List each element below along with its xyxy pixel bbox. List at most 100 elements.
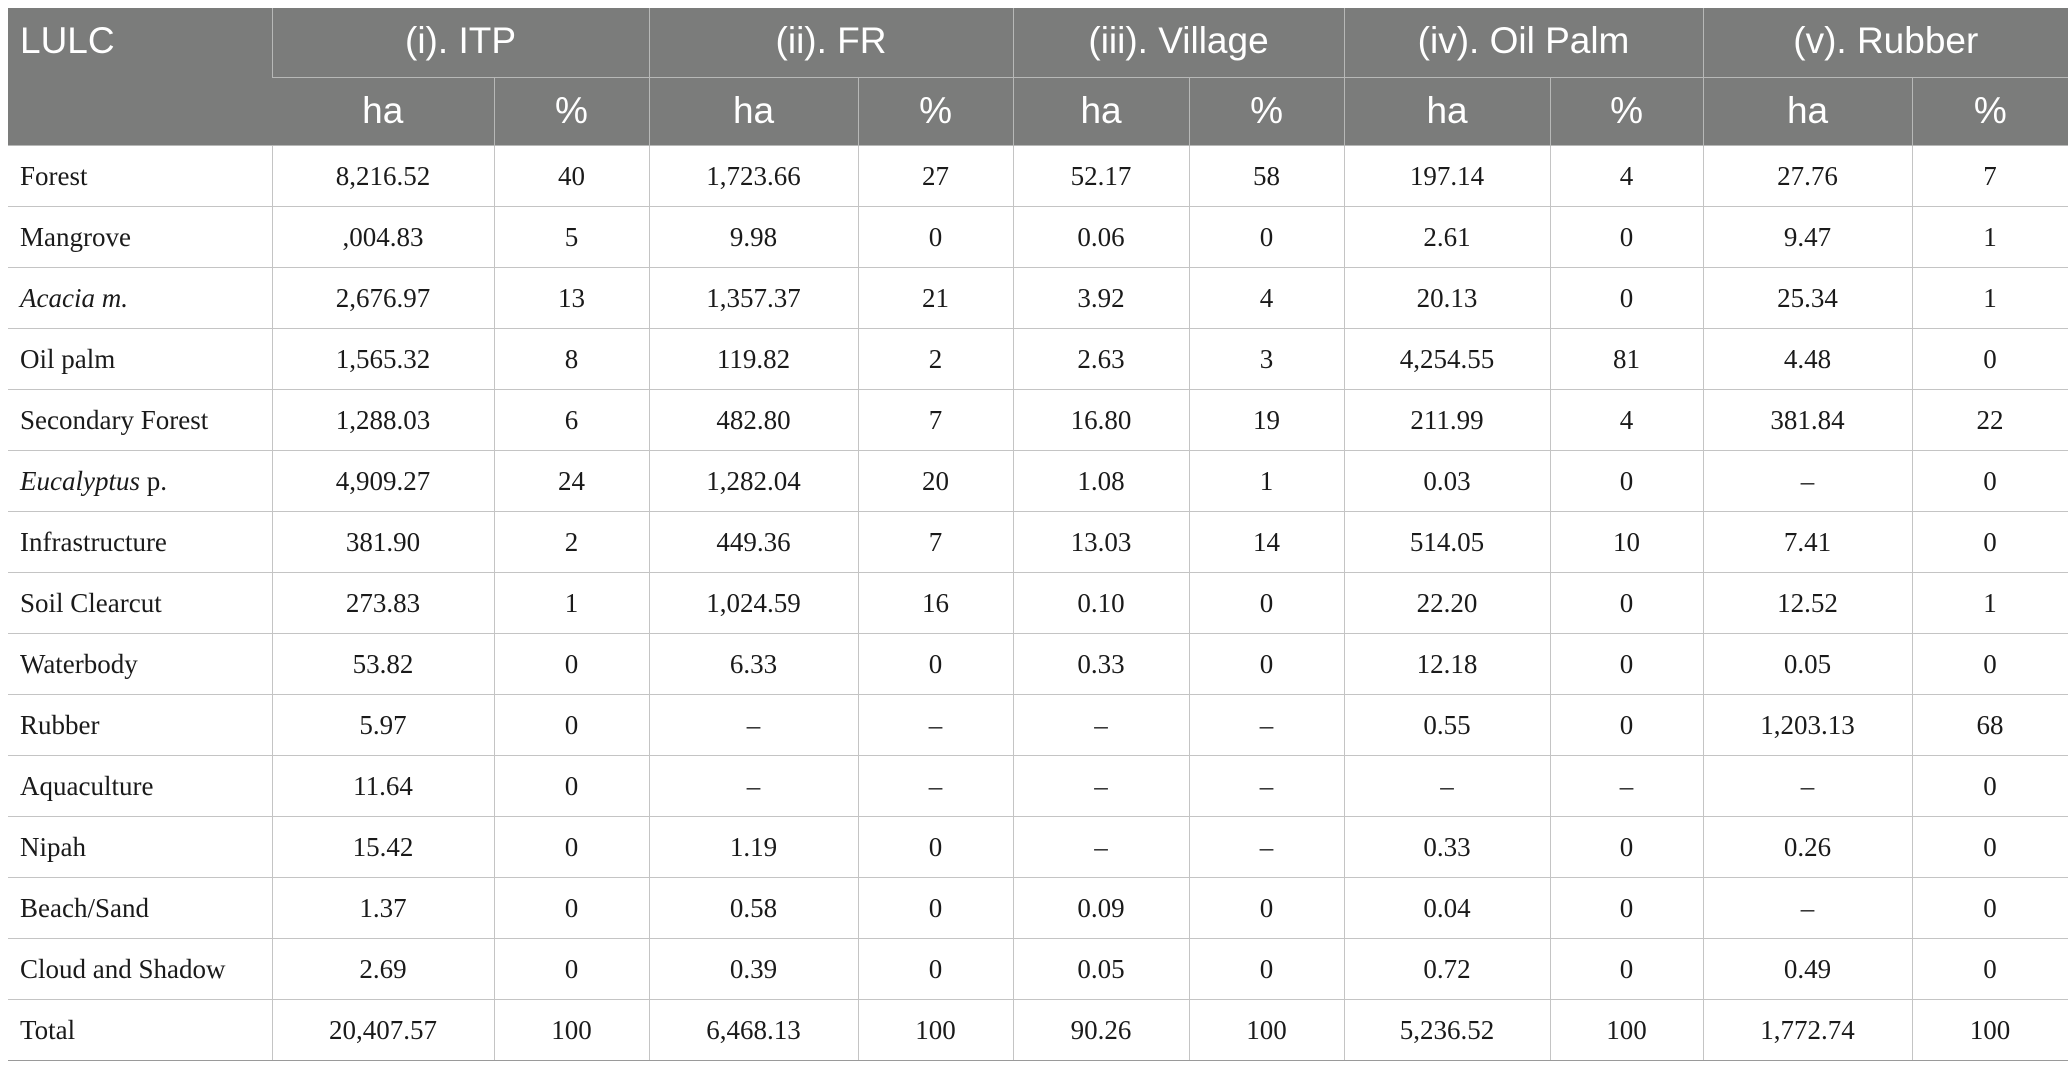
row-label: Total	[8, 999, 272, 1061]
row-label: Beach/Sand	[8, 877, 272, 939]
cell-ha: 1,565.32	[271, 328, 494, 390]
table-row: Total 20,407.57 100 6,468.13 100 90.26 100 5,23…	[8, 999, 2068, 1061]
cell-percent: 1	[1911, 267, 2068, 329]
cell-ha: 9.47	[1702, 206, 1913, 268]
row-label: Nipah	[8, 816, 272, 878]
cell-percent: 0	[1911, 450, 2068, 512]
cell-ha: –	[1012, 694, 1190, 756]
cell-percent: 19	[1188, 389, 1345, 451]
cell-ha: 1,288.03	[271, 389, 494, 451]
row-label: Waterbody	[8, 633, 272, 695]
group-header-row: LULC (i). ITP (ii). FR (iii). Village (i…	[8, 8, 2068, 146]
table-body: Forest 8,216.52 40 1,723.66 27 52.17 58 197.14 4…	[8, 145, 2068, 1061]
lulc-area-table: LULC (i). ITP (ii). FR (iii). Village (i…	[8, 8, 2068, 1061]
cell-ha: 90.26	[1012, 999, 1190, 1061]
cell-percent: 7	[857, 389, 1014, 451]
cell-percent: 0	[493, 816, 650, 878]
table-row: Rubber 5.97 0– – – –0.55 0 1,203.13 68	[8, 694, 2068, 756]
unit-header-row: ha % ha % ha % ha % ha %	[8, 77, 2068, 146]
unit-header-percent: %	[1911, 77, 2068, 146]
cell-ha: 27.76	[1702, 145, 1913, 207]
cell-ha: 7.41	[1702, 511, 1913, 573]
cell-percent: 0	[1549, 816, 1704, 878]
unit-header-ha: ha	[1012, 77, 1190, 146]
cell-ha: 0.10	[1012, 572, 1190, 634]
cell-percent: 0	[1188, 206, 1345, 268]
cell-ha: 514.05	[1343, 511, 1551, 573]
cell-percent: 2	[857, 328, 1014, 390]
table-row: Beach/Sand 1.37 0 0.58 0 0.09 0 0.04 0–0	[8, 877, 2068, 939]
cell-percent: 0	[1911, 328, 2068, 390]
cell-ha: 20.13	[1343, 267, 1551, 329]
cell-percent: 0	[1188, 877, 1345, 939]
cell-ha: –	[1702, 755, 1913, 817]
cell-ha: 12.18	[1343, 633, 1551, 695]
cell-percent: 0	[857, 206, 1014, 268]
cell-ha: 0.04	[1343, 877, 1551, 939]
cell-ha: 4,254.55	[1343, 328, 1551, 390]
cell-ha: 52.17	[1012, 145, 1190, 207]
cell-percent: 22	[1911, 389, 2068, 451]
row-label: Infrastructure	[8, 511, 272, 573]
cell-percent: 1	[1188, 450, 1345, 512]
table-row: Oil palm 1,565.32 8 119.82 2 2.63 3 4,254.55 81 4…	[8, 328, 2068, 390]
cell-ha: 2.69	[271, 938, 494, 1000]
cell-ha: 0.49	[1702, 938, 1913, 1000]
cell-percent: 14	[1188, 511, 1345, 573]
cell-ha: 1,282.04	[648, 450, 859, 512]
cell-percent: 0	[1549, 938, 1704, 1000]
cell-percent: –	[857, 755, 1014, 817]
cell-ha: 53.82	[271, 633, 494, 695]
cell-ha: 22.20	[1343, 572, 1551, 634]
cell-ha: 482.80	[648, 389, 859, 451]
cell-ha: 1.37	[271, 877, 494, 939]
cell-ha: 1.19	[648, 816, 859, 878]
row-label: Aquaculture	[8, 755, 272, 817]
cell-percent: –	[857, 694, 1014, 756]
cell-percent: 2	[493, 511, 650, 573]
cell-percent: –	[1549, 755, 1704, 817]
group-header-oil-palm: (iv). Oil Palm	[1343, 8, 1704, 78]
cell-percent: 4	[1188, 267, 1345, 329]
cell-ha: –	[1343, 755, 1551, 817]
cell-percent: 0	[493, 633, 650, 695]
group-header-itp: (i). ITP	[271, 8, 650, 78]
cell-percent: 0	[1549, 206, 1704, 268]
cell-ha: 4,909.27	[271, 450, 494, 512]
cell-percent: 6	[493, 389, 650, 451]
cell-percent: 7	[1911, 145, 2068, 207]
cell-ha: 8,216.52	[271, 145, 494, 207]
cell-percent: 16	[857, 572, 1014, 634]
row-label-rest: p.	[139, 465, 167, 496]
cell-percent: 7	[857, 511, 1014, 573]
unit-header-percent: %	[1188, 77, 1345, 146]
cell-percent: 0	[857, 877, 1014, 939]
cell-percent: 0	[493, 938, 650, 1000]
table-row: Aquaculture 11.64 0– – – – – – –0	[8, 755, 2068, 817]
unit-header-ha: ha	[648, 77, 859, 146]
cell-percent: 0	[857, 938, 1014, 1000]
group-header-village: (iii). Village	[1012, 8, 1345, 78]
cell-percent: 1	[1911, 206, 2068, 268]
group-header-fr: (ii). FR	[648, 8, 1014, 78]
cell-ha: –	[1012, 816, 1190, 878]
table-row: Soil Clearcut 273.83 1 1,024.59 16 0.10 0 22.20…	[8, 572, 2068, 634]
cell-percent: 100	[857, 999, 1014, 1061]
group-header-rubber: (v). Rubber	[1702, 8, 2068, 78]
cell-ha: 4.48	[1702, 328, 1913, 390]
cell-ha: 1,024.59	[648, 572, 859, 634]
cell-ha: 9.98	[648, 206, 859, 268]
cell-percent: 0	[1911, 816, 2068, 878]
cell-ha: 3.92	[1012, 267, 1190, 329]
cell-ha: 1,723.66	[648, 145, 859, 207]
cell-ha: 0.72	[1343, 938, 1551, 1000]
cell-ha: 2.63	[1012, 328, 1190, 390]
cell-ha: 16.80	[1012, 389, 1190, 451]
cell-ha: 6,468.13	[648, 999, 859, 1061]
cell-ha: 15.42	[271, 816, 494, 878]
cell-percent: 0	[493, 755, 650, 817]
table-row: Eucalyptus p. 4,909.27 24 1,282.04 20 1.08 1 0.…	[8, 450, 2068, 512]
cell-percent: 27	[857, 145, 1014, 207]
cell-percent: 0	[1549, 572, 1704, 634]
cell-percent: 100	[1188, 999, 1345, 1061]
